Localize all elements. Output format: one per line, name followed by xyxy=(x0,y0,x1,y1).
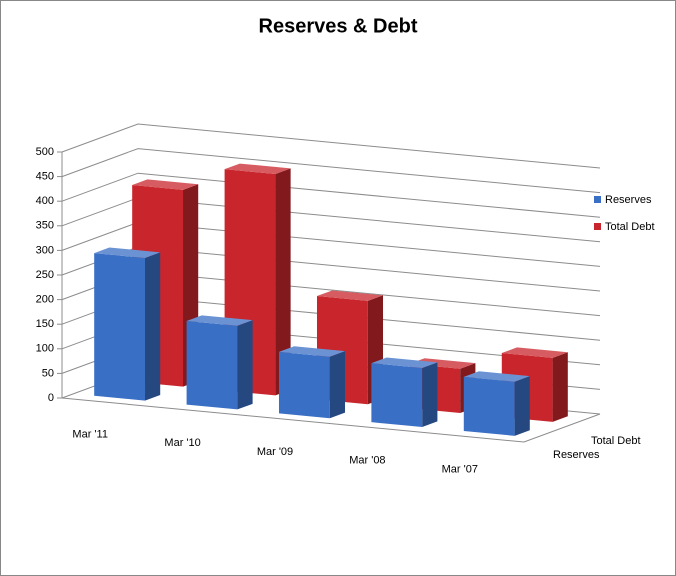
y-tick-label: 250 xyxy=(36,269,54,281)
bar xyxy=(371,357,438,428)
bar-top xyxy=(94,247,161,258)
legend-swatch xyxy=(594,223,601,230)
y-tick-label: 50 xyxy=(42,367,54,379)
chart-title: Reserves & Debt xyxy=(259,15,418,37)
series-axis-label: Reserves xyxy=(553,449,600,461)
bar-top xyxy=(463,371,530,382)
bar-side xyxy=(552,352,568,422)
bar xyxy=(463,371,530,436)
bar-top xyxy=(371,357,438,368)
x-tick-label: Mar '09 xyxy=(257,446,293,458)
series-axis-label: Total Debt xyxy=(591,435,641,447)
bar-top xyxy=(278,346,346,357)
y-tick-label: 200 xyxy=(36,294,54,306)
bar-side xyxy=(237,320,253,410)
bar-top xyxy=(409,358,476,369)
x-tick-label: Mar '11 xyxy=(72,428,108,440)
bar-top xyxy=(224,163,291,175)
bar-side xyxy=(275,168,291,396)
bar-top xyxy=(316,290,384,301)
grid-line xyxy=(61,148,601,194)
y-tick-label: 300 xyxy=(36,244,54,256)
bar-side xyxy=(514,376,530,436)
y-tick-label: 500 xyxy=(36,146,54,158)
x-tick-label: Mar '10 xyxy=(164,437,200,449)
legend-label: Total Debt xyxy=(605,221,655,233)
x-tick-label: Mar '07 xyxy=(442,464,478,476)
y-tick-label: 450 xyxy=(36,171,54,183)
y-tick-label: 0 xyxy=(48,392,54,404)
x-tick-label: Mar '08 xyxy=(349,455,385,467)
bar-front xyxy=(94,253,146,401)
legend-label: Reserves xyxy=(605,194,652,206)
bar-top xyxy=(501,347,568,358)
y-tick-label: 100 xyxy=(36,343,54,355)
bar xyxy=(278,346,346,419)
bar xyxy=(186,315,253,410)
bar-top xyxy=(186,315,253,326)
floor-edge xyxy=(61,397,601,443)
bar-side xyxy=(329,351,346,419)
bar xyxy=(94,247,161,401)
bar-side xyxy=(422,362,438,428)
y-tick-label: 400 xyxy=(36,195,54,207)
bar-front xyxy=(371,363,423,428)
bar-front xyxy=(186,320,238,410)
y-tick-label: 150 xyxy=(36,318,54,330)
bar-side xyxy=(145,252,161,401)
bar-top xyxy=(132,179,199,190)
grid-line xyxy=(61,172,601,218)
bar-front xyxy=(278,351,330,419)
bar-front xyxy=(463,376,515,436)
grid-line xyxy=(61,123,601,169)
legend-swatch xyxy=(594,196,601,203)
y-tick-label: 350 xyxy=(36,220,54,232)
